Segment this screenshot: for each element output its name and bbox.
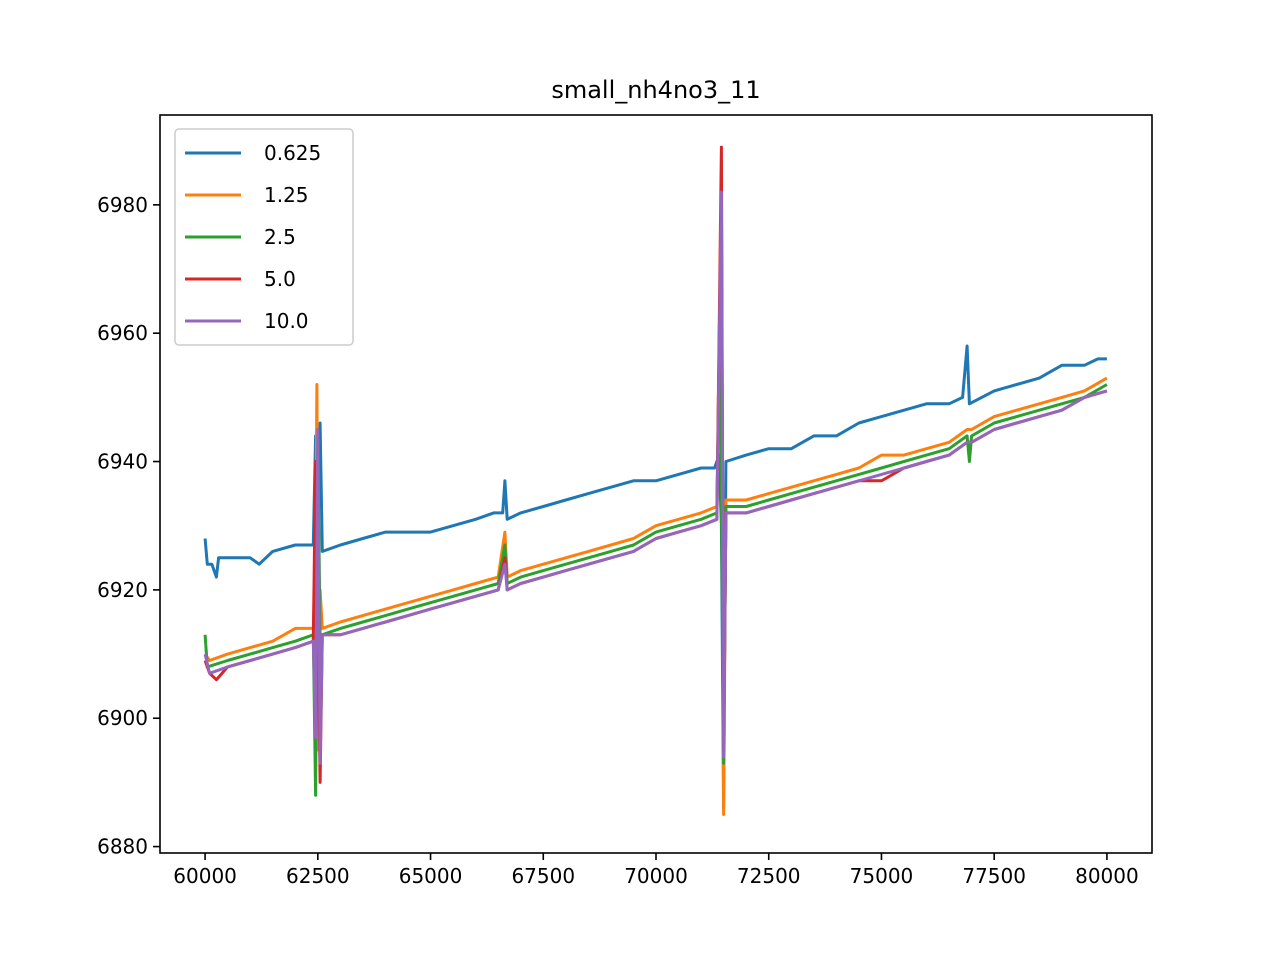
legend-label-0: 0.625 [264,141,321,165]
series-line-0 [203,344,1107,810]
legend-label-2: 2.5 [264,225,296,249]
chart-title: small_nh4no3_11 [551,76,760,104]
x-tick-label: 72500 [737,864,801,888]
x-tick-label: 60000 [173,864,237,888]
legend: 0.625 1.25 2.5 5.0 10.0 [174,128,354,346]
x-tick-label: 62500 [286,864,350,888]
y-tick-label: 6940 [97,450,148,474]
x-tick-label: 80000 [1075,864,1139,888]
y-tick-label: 6900 [97,706,148,730]
series-layer [203,145,1108,816]
y-tick-label: 6960 [97,321,148,345]
x-tick-label: 75000 [850,864,914,888]
x-tick-label: 67500 [511,864,575,888]
legend-label-1: 1.25 [264,183,309,207]
x-tick-label: 77500 [962,864,1026,888]
y-tick-label: 6980 [97,193,148,217]
y-tick-label: 6880 [97,835,148,859]
x-tick-label: 65000 [399,864,463,888]
legend-box [174,128,354,346]
axes-layer: 60000 62500 65000 67500 70000 72500 75000 77500… [97,114,1153,888]
x-tick-label: 70000 [624,864,688,888]
series-line-4 [203,190,1108,765]
legend-label-3: 5.0 [264,267,296,291]
y-tick-label: 6920 [97,578,148,602]
legend-label-4: 10.0 [264,309,309,333]
